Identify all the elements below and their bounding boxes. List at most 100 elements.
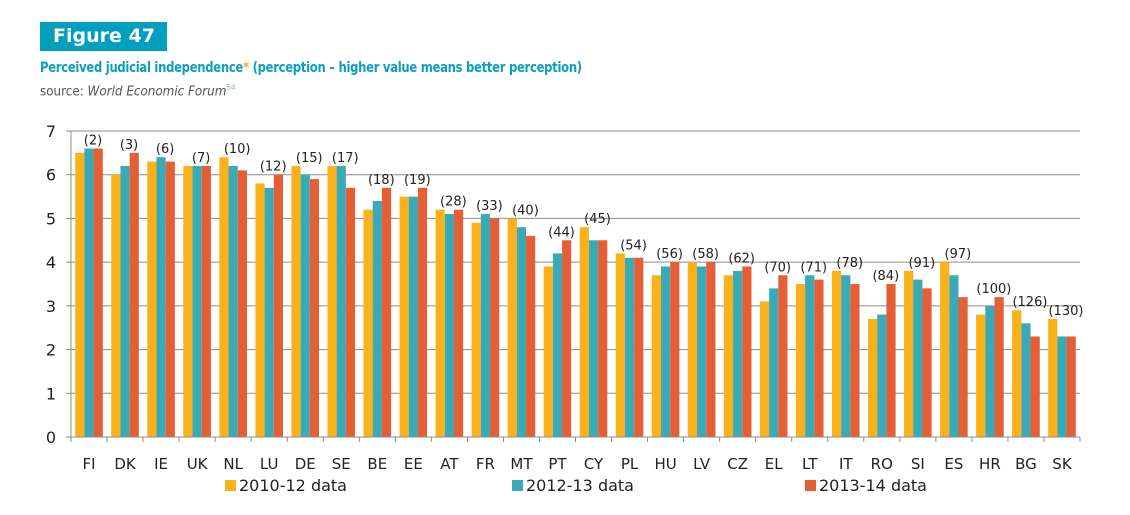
bar [453, 209, 464, 437]
rank-label: (28) [440, 195, 467, 210]
y-tick-label: 5 [46, 209, 56, 228]
bars [75, 148, 1076, 438]
rank-label: (130) [1048, 304, 1083, 319]
bar [1012, 310, 1022, 437]
bar [706, 262, 716, 437]
axes: 0 1 2 3 4 5 6 7 [46, 122, 1081, 447]
legend-label: 2010-12 data [239, 476, 347, 495]
bar [399, 196, 409, 437]
category-label: FI [82, 455, 95, 473]
legend-swatch [805, 480, 816, 491]
category-label: AT [440, 455, 459, 473]
bar [778, 275, 788, 437]
bar [336, 165, 346, 437]
bar [624, 257, 635, 437]
y-tick-label: 3 [46, 297, 56, 316]
bar [526, 235, 536, 437]
bar [940, 262, 950, 437]
bar [742, 266, 752, 437]
category-label: NL [223, 455, 243, 473]
bar [922, 288, 932, 437]
category-label: PT [548, 455, 567, 473]
rank-label: (10) [224, 142, 251, 157]
rank-label: (15) [296, 151, 323, 166]
category-label: FR [476, 455, 495, 473]
bar [651, 275, 661, 437]
bar [345, 187, 356, 437]
bar [687, 262, 698, 437]
category-label: IT [839, 455, 853, 473]
bar [480, 214, 491, 437]
category-label: HR [979, 455, 1001, 473]
bar [634, 257, 644, 437]
bar [615, 253, 625, 437]
category-label: EE [404, 455, 423, 473]
bar [228, 165, 238, 437]
bar [670, 262, 680, 437]
bar [165, 161, 175, 437]
bar [795, 284, 806, 437]
labels: (2) FI (3) DK (6) IE (7) UK (10) NL (12) LU (15) DE (1… [82, 133, 1083, 473]
bar [579, 227, 589, 437]
bar [1021, 323, 1031, 437]
bar [543, 266, 553, 437]
bar [264, 187, 274, 437]
y-tick-label: 0 [46, 428, 56, 447]
legend: 2010-12 data 2012-13 data 2013-14 data [225, 476, 927, 495]
category-label: HU [654, 455, 676, 473]
bar [129, 152, 139, 437]
bar [552, 253, 563, 437]
bar [93, 148, 103, 437]
rank-label: (33) [476, 199, 503, 214]
rank-label: (58) [692, 247, 719, 262]
bar [381, 187, 392, 437]
bar [958, 297, 968, 437]
bar [435, 209, 445, 437]
source-name: World Economic Forum [87, 84, 227, 100]
bar [327, 165, 337, 437]
bar [769, 288, 779, 437]
bar [111, 174, 121, 437]
bar [850, 284, 860, 437]
bar [291, 165, 301, 437]
category-label: LU [260, 455, 279, 473]
legend-swatch [225, 480, 236, 491]
source-prefix: source: [40, 84, 88, 100]
legend-swatch [512, 480, 523, 491]
legend-label: 2012-13 data [526, 476, 634, 495]
bar [417, 187, 428, 437]
category-label: LT [802, 455, 818, 473]
bar [408, 196, 418, 437]
rank-label: (19) [404, 173, 431, 188]
rank-label: (84) [872, 269, 899, 284]
rank-label: (18) [368, 173, 395, 188]
bar [192, 165, 202, 437]
rank-label: (6) [156, 142, 174, 157]
legend-label: 2013-14 data [819, 476, 927, 495]
bar [201, 165, 211, 437]
bar [831, 270, 842, 437]
category-label: IE [154, 455, 168, 473]
rank-label: (91) [908, 256, 935, 271]
category-label: EL [765, 455, 783, 473]
rank-label: (56) [656, 247, 683, 262]
bar [490, 218, 500, 437]
bar [147, 161, 157, 437]
category-label: RO [871, 455, 893, 473]
category-label: SI [911, 455, 925, 473]
bar [156, 157, 166, 437]
y-tick-label: 1 [46, 384, 56, 403]
bar [841, 275, 851, 437]
category-label: PL [621, 455, 639, 473]
rank-label: (126) [1012, 295, 1047, 310]
chart-title: Perceived judicial independence* (percep… [40, 60, 582, 76]
bar [588, 240, 599, 437]
source-footnote: 54 [226, 83, 236, 92]
bar [471, 222, 481, 437]
rank-label: (71) [800, 260, 827, 275]
bar [507, 218, 517, 437]
bar [183, 165, 193, 437]
rank-label: (62) [728, 252, 755, 267]
bar [949, 275, 959, 437]
